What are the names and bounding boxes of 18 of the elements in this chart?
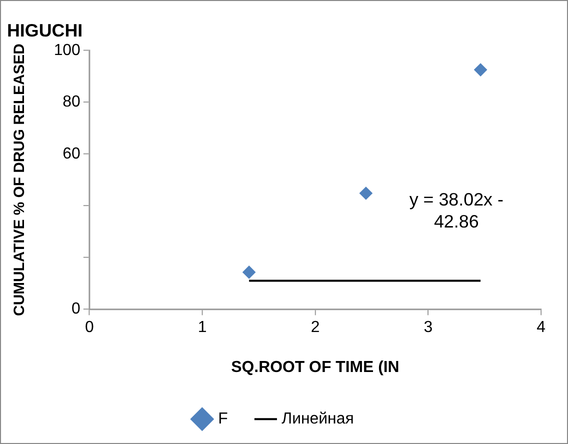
x-axis-title: SQ.ROOT OF TIME (IN [231,359,400,376]
legend-label: F [218,410,228,428]
point [242,266,256,279]
point [474,63,488,76]
legend-label: Линейная [282,410,354,428]
y-tick-label: 60 [62,145,81,162]
y-tick-label: 80 [62,94,81,111]
chart-title: HIGUCHI [6,20,83,41]
x-tick-label: 1 [198,319,207,336]
annotation: y = 38.02x - 42.86 [409,190,504,232]
point [359,186,372,200]
y-tick-label: 100 [54,42,81,59]
x-tick-label: 3 [424,319,433,336]
y-tick-label: 0 [72,300,81,318]
x-tick-label: 2 [310,319,320,336]
y-axis-title: CUMULATIVE % OF DRUG RELEASED [11,43,28,316]
x-tick-label: 0 [84,319,94,336]
x-tick-label: 4 [536,319,546,336]
